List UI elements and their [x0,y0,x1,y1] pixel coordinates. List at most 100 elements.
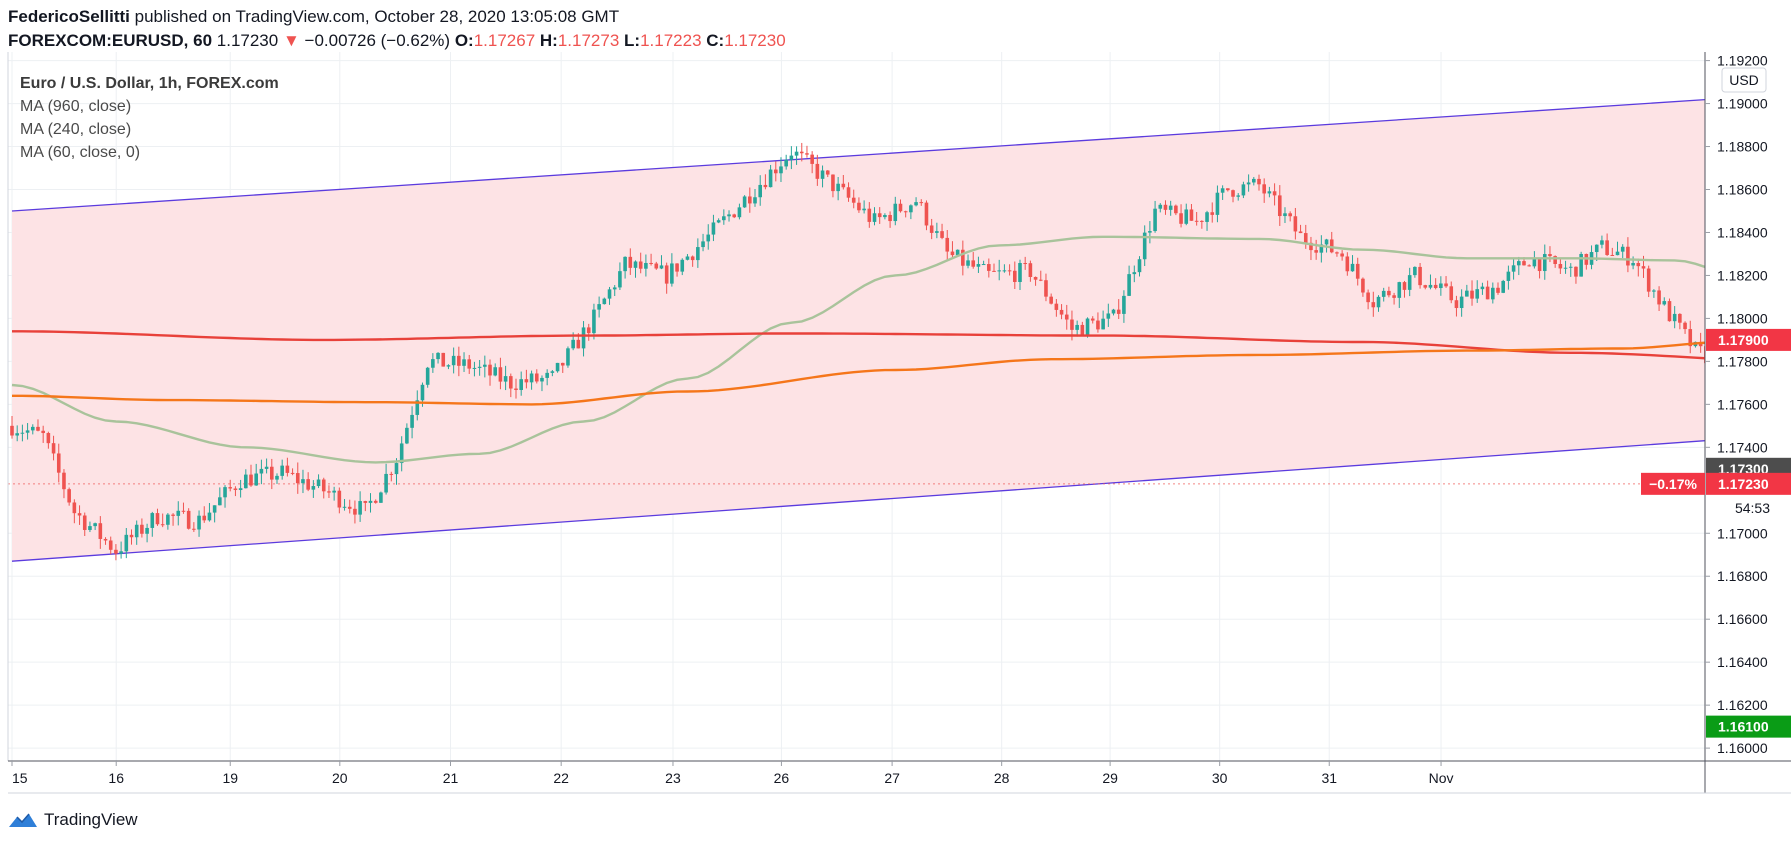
candle [295,462,300,494]
candle-body [1012,270,1017,282]
candle-body [233,488,238,491]
candle-body [1657,290,1661,305]
time-axis[interactable]: 15 16 19 20 21 22 23 26 27 28 29 30 31 Nov [11,761,1454,786]
candle-body [483,364,487,367]
brand-footer[interactable]: TradingView [8,810,138,830]
candle-body [945,237,950,252]
candle-body [134,524,139,538]
candle-body [758,184,762,198]
candle [560,362,565,373]
candle-body [1636,262,1641,267]
candle [649,253,653,266]
candle-body [311,486,316,490]
candle [987,258,991,278]
candle [1111,308,1116,316]
publisher-name[interactable]: FedericoSellitti [8,7,130,26]
candle-body [1652,290,1656,292]
candle [342,499,347,511]
candle-body [1241,184,1246,196]
price-axis[interactable]: 1.19200 1.19000 1.18800 1.18600 1.18400 1.182… [1705,53,1768,757]
candle-body [98,523,103,539]
candle-body [888,214,892,222]
candle-body [415,400,420,415]
open-label: O: [454,31,474,50]
candle-body [1080,324,1085,336]
candle-body [197,515,201,530]
candle [1454,295,1459,317]
candle [1672,306,1677,329]
price-label-red: 1.17230 [1718,476,1769,492]
candle [872,207,877,226]
price-label-red: 1.17900 [1718,332,1769,348]
high-label: H: [539,31,558,50]
candle-body [1501,280,1506,293]
candle [275,473,279,484]
legend-ma-60[interactable]: MA (60, close, 0) [20,144,141,161]
candle-body [1044,280,1048,297]
candle [1132,265,1137,283]
candle [207,502,212,522]
candle [1059,304,1064,320]
channel-lower-line [11,440,1705,562]
candle-body [1397,282,1402,298]
candle [160,513,165,528]
candle [1397,281,1402,308]
x-tick-label: 20 [332,770,348,786]
candle-body [186,510,191,529]
candle-body [529,373,534,383]
candle [166,513,170,530]
legend-ma-960[interactable]: MA (960, close) [20,98,132,115]
candle-body [659,265,664,269]
legend-title[interactable]: Euro / U.S. Dollar, 1h, FOREX.com [20,75,279,92]
candle [446,364,451,370]
candle-body [1423,285,1428,288]
candle-body [67,489,71,503]
candle-body [30,426,35,431]
candle [1215,185,1220,223]
y-tick-label: 1.17800 [1717,353,1768,369]
candle-body [192,528,196,530]
candle-body [62,472,66,490]
candle [846,182,851,202]
candle-body [1179,213,1183,224]
legend-ma-240[interactable]: MA (240, close) [20,121,132,138]
candle [186,508,191,530]
candle-body [867,208,872,222]
candle [805,145,809,158]
candle [727,210,731,222]
candle-body [1558,263,1563,269]
candle [1496,282,1500,295]
candle-body [1085,318,1090,336]
candle-body [1283,213,1287,217]
candle [1485,280,1490,300]
candle [919,199,924,206]
candle [140,518,144,538]
candle-body [773,169,778,174]
candle [1480,282,1485,295]
candle-body [1298,231,1303,234]
candle [1527,264,1531,267]
candle-body [893,203,898,222]
candle-body [846,187,851,198]
candle-body [950,251,955,256]
candle [1033,276,1038,286]
symbol-name[interactable]: FOREXCOM:EURUSD, 60 [8,31,213,50]
candle-body [716,220,721,223]
candle [36,419,40,432]
candle [1465,284,1469,297]
candle-body [794,151,799,156]
candle-body [238,488,243,491]
candle-body [1439,283,1443,289]
candle-body [685,256,690,260]
candle [1293,207,1298,240]
candle [1309,236,1313,261]
candle-body [1246,182,1251,185]
candle [483,355,487,378]
candle [389,471,394,482]
x-tick-label: 23 [665,770,681,786]
candle [368,493,373,513]
x-tick-label: Nov [1429,770,1454,786]
candle-body [1038,279,1043,281]
candle [1226,188,1230,192]
